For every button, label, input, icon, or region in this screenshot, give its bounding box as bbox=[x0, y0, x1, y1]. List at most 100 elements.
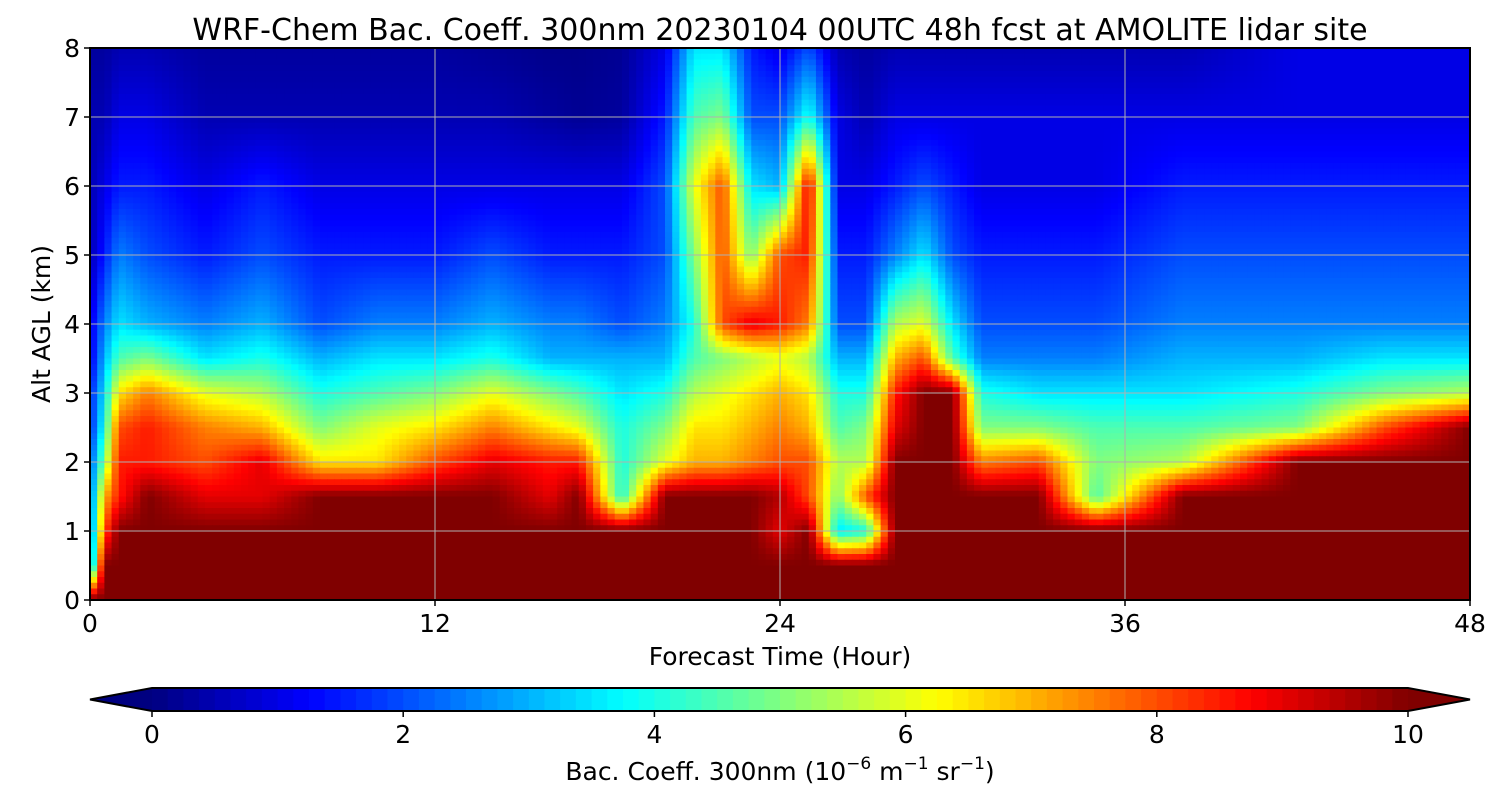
heatmap-cell bbox=[1247, 174, 1255, 181]
heatmap-cell bbox=[722, 71, 731, 78]
heatmap-cell bbox=[1038, 191, 1047, 199]
heatmap-cell bbox=[1398, 186, 1406, 193]
heatmap-cell bbox=[463, 180, 472, 187]
heatmap-cell bbox=[1441, 163, 1450, 170]
heatmap-cell bbox=[873, 111, 882, 118]
heatmap-cell bbox=[1168, 105, 1176, 112]
heatmap-cell bbox=[959, 76, 968, 84]
heatmap-cell bbox=[657, 168, 666, 176]
heatmap-cell bbox=[1017, 186, 1025, 193]
heatmap-cell bbox=[981, 82, 990, 89]
heatmap-cell bbox=[1139, 99, 1148, 107]
heatmap-cell bbox=[320, 88, 328, 95]
heatmap-cell bbox=[1355, 168, 1363, 176]
heatmap-cell bbox=[255, 71, 264, 78]
heatmap-cell bbox=[945, 65, 954, 72]
heatmap-cell bbox=[506, 180, 515, 187]
heatmap-cell bbox=[873, 145, 882, 153]
heatmap-cell bbox=[686, 122, 695, 130]
heatmap-cell bbox=[1038, 186, 1047, 193]
heatmap-cell bbox=[1412, 180, 1421, 187]
heatmap-cell bbox=[571, 59, 580, 66]
heatmap-cell bbox=[1196, 99, 1205, 107]
heatmap-cell bbox=[815, 174, 824, 181]
heatmap-cell bbox=[550, 151, 558, 158]
heatmap-cell bbox=[672, 111, 680, 118]
heatmap-cell bbox=[377, 168, 386, 176]
heatmap-cell bbox=[348, 76, 357, 84]
heatmap-cell bbox=[140, 82, 149, 89]
heatmap-cell bbox=[1240, 88, 1248, 95]
heatmap-cell bbox=[233, 76, 242, 84]
heatmap-cell bbox=[780, 157, 788, 164]
heatmap-cell bbox=[327, 151, 335, 158]
heatmap-cell bbox=[1139, 117, 1148, 124]
heatmap-cell bbox=[1390, 174, 1399, 181]
heatmap-cell bbox=[902, 88, 910, 95]
heatmap-cell bbox=[1268, 94, 1277, 101]
heatmap-cell bbox=[147, 53, 156, 61]
heatmap-cell bbox=[1045, 88, 1054, 95]
heatmap-cell bbox=[485, 94, 494, 101]
heatmap-cell bbox=[938, 48, 946, 55]
heatmap-cell bbox=[1175, 191, 1184, 199]
heatmap-cell bbox=[1455, 128, 1464, 135]
heatmap-cell bbox=[420, 105, 429, 112]
heatmap-cell bbox=[1168, 71, 1176, 78]
heatmap-cell bbox=[557, 191, 565, 199]
heatmap-cell bbox=[1067, 128, 1076, 135]
heatmap-cell bbox=[1333, 151, 1342, 158]
heatmap-cell bbox=[125, 111, 134, 118]
heatmap-cell bbox=[815, 180, 824, 187]
heatmap-cell bbox=[607, 53, 616, 61]
heatmap-cell bbox=[1024, 174, 1033, 181]
heatmap-cell bbox=[1398, 180, 1406, 187]
heatmap-cell bbox=[406, 140, 415, 147]
heatmap-cell bbox=[1196, 140, 1205, 147]
heatmap-cell bbox=[830, 99, 839, 107]
heatmap-cell bbox=[880, 145, 889, 153]
heatmap-cell bbox=[945, 59, 954, 66]
heatmap-cell bbox=[916, 134, 925, 141]
heatmap-cell bbox=[1017, 191, 1025, 199]
heatmap-cell bbox=[291, 111, 300, 118]
heatmap-cell bbox=[1376, 140, 1385, 147]
heatmap-cell bbox=[1455, 174, 1464, 181]
heatmap-cell bbox=[226, 117, 235, 124]
heatmap-cell bbox=[111, 105, 120, 112]
heatmap-cell bbox=[161, 134, 170, 141]
heatmap-cell bbox=[1132, 94, 1140, 101]
heatmap-cell bbox=[348, 117, 357, 124]
heatmap-cell bbox=[104, 186, 113, 193]
heatmap-cell bbox=[341, 65, 350, 72]
heatmap-cell bbox=[449, 128, 458, 135]
heatmap-cell bbox=[521, 82, 530, 89]
heatmap-cell bbox=[355, 145, 364, 153]
heatmap-cell bbox=[506, 59, 515, 66]
heatmap-cell bbox=[1426, 191, 1435, 199]
heatmap-cell bbox=[226, 145, 235, 153]
heatmap-cell bbox=[887, 163, 896, 170]
heatmap-cell bbox=[1376, 168, 1385, 176]
heatmap-cell bbox=[1017, 82, 1025, 89]
heatmap-cell bbox=[205, 163, 213, 170]
heatmap-cell bbox=[643, 94, 652, 101]
heatmap-cell bbox=[506, 174, 515, 181]
heatmap-cell bbox=[1355, 151, 1363, 158]
heatmap-cell bbox=[1117, 128, 1126, 135]
heatmap-cell bbox=[758, 94, 767, 101]
heatmap-cell bbox=[1146, 94, 1155, 101]
heatmap-cell bbox=[169, 88, 177, 95]
heatmap-cell bbox=[1045, 94, 1054, 101]
heatmap-cell bbox=[1347, 174, 1356, 181]
heatmap-cell bbox=[1369, 128, 1378, 135]
heatmap-cell bbox=[183, 128, 192, 135]
heatmap-cell bbox=[183, 65, 192, 72]
heatmap-cell bbox=[111, 180, 120, 187]
heatmap-cell bbox=[262, 117, 271, 124]
heatmap-cell bbox=[255, 59, 264, 66]
heatmap-cell bbox=[837, 174, 846, 181]
heatmap-cell bbox=[578, 76, 587, 84]
heatmap-cell bbox=[1275, 99, 1284, 107]
heatmap-cell bbox=[118, 48, 127, 55]
